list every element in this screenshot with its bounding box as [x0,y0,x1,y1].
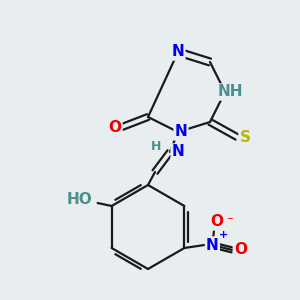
Text: ⁻: ⁻ [226,215,233,228]
Text: O: O [109,119,122,134]
Text: NH: NH [217,85,243,100]
Text: O: O [234,242,247,257]
Text: H: H [151,140,161,154]
Text: N: N [172,145,184,160]
Text: HO: HO [67,191,92,206]
Text: +: + [219,230,229,240]
Text: N: N [175,124,188,140]
Text: O: O [210,214,223,230]
Text: N: N [206,238,219,253]
Text: N: N [172,44,184,59]
Text: S: S [239,130,250,145]
